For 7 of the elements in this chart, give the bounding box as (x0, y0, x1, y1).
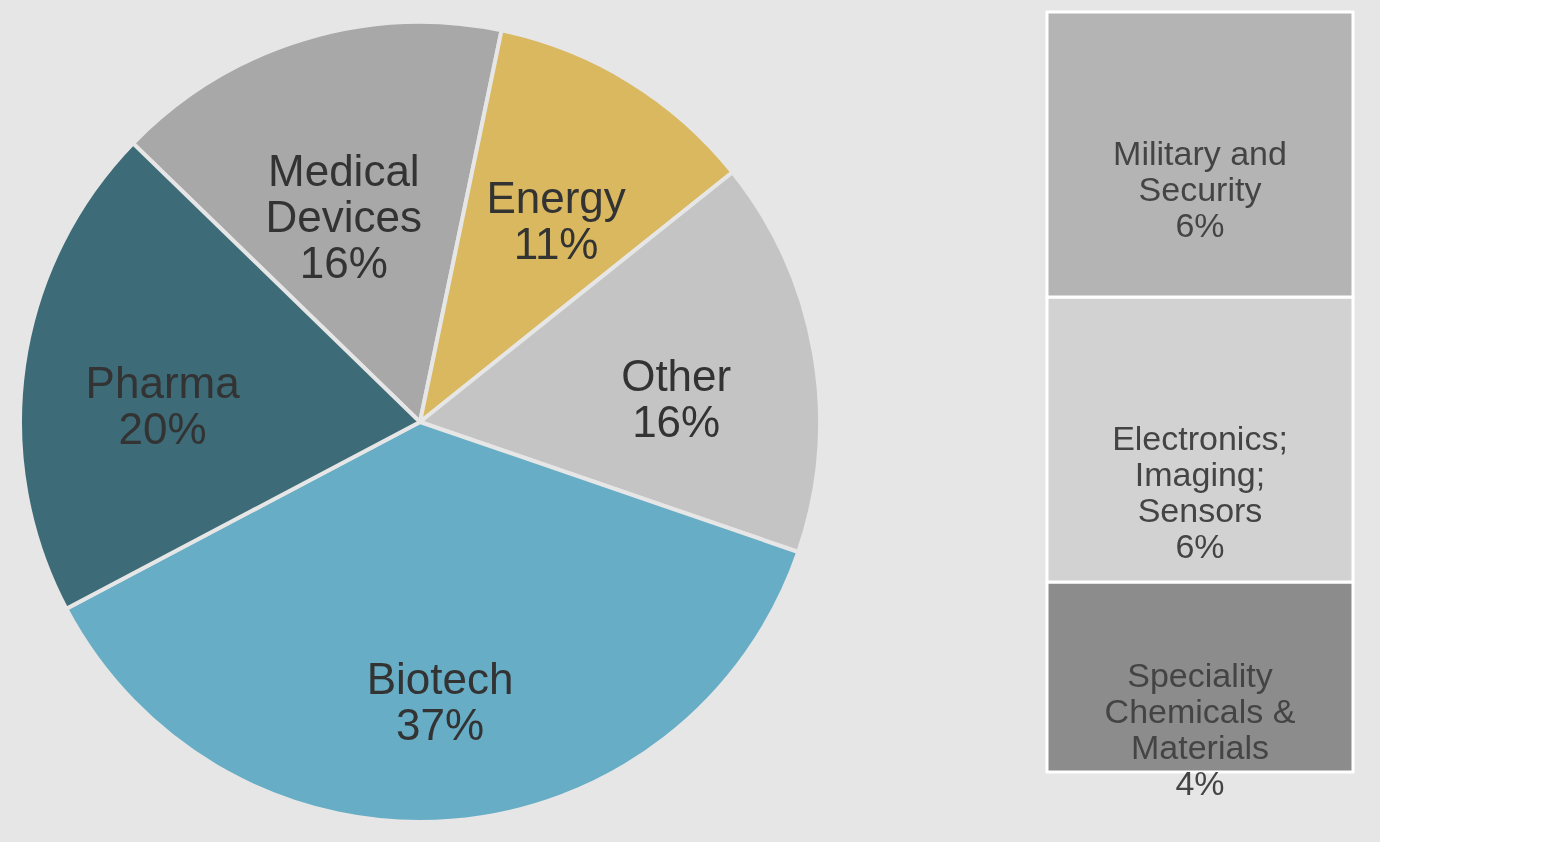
slice-label: Energy (486, 173, 626, 223)
series-label: Speciality Chemicals & Materials (1104, 656, 1296, 766)
data-label: 4% (1175, 764, 1225, 802)
data-label: 6% (1175, 205, 1225, 244)
data-label: 6% (1175, 526, 1225, 565)
series-label: Electronics; Imaging; Sensors (1112, 418, 1288, 529)
series-label: Military and Security (1113, 133, 1287, 208)
